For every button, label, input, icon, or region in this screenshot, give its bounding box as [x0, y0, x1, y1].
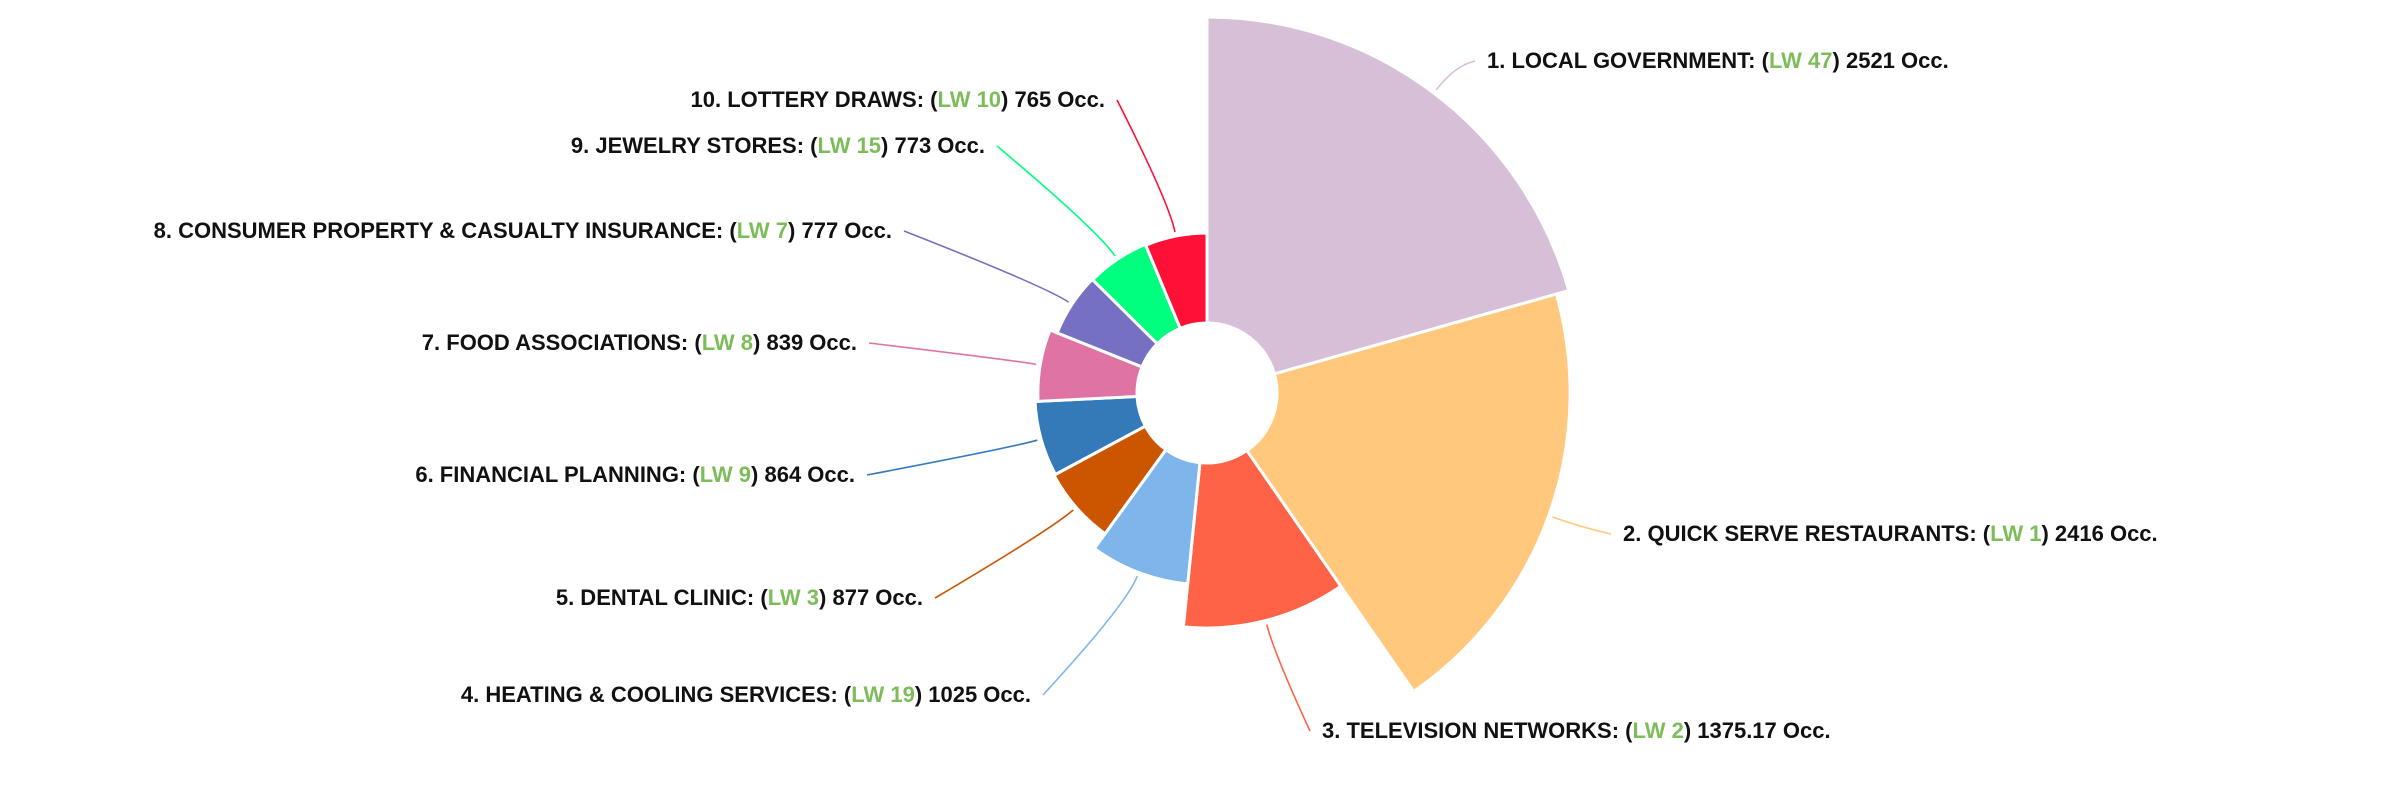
- slice-label-value: ) 777 Occ.: [788, 218, 892, 243]
- slice-label-9: 9. JEWELRY STORES: (LW 15) 773 Occ.: [571, 133, 985, 158]
- slice-label-3: 3. TELEVISION NETWORKS: (LW 2) 1375.17 O…: [1322, 718, 1831, 743]
- pie-slice-3: [1181, 448, 1343, 630]
- pie-slice-4: [1092, 447, 1202, 586]
- slice-label-7: 7. FOOD ASSOCIATIONS: (LW 8) 839 Occ.: [422, 330, 857, 355]
- slice-label-10: 10. LOTTERY DRAWS: (LW 10) 765 Occ.: [691, 87, 1105, 112]
- leader-lines-layer: [866, 60, 1612, 732]
- slice-label-name: 2. QUICK SERVE RESTAURANTS: (: [1623, 521, 1991, 546]
- leader-line-1: [1435, 60, 1476, 91]
- slice-label-value: ) 864 Occ.: [751, 462, 855, 487]
- slice-label-5: 5. DENTAL CLINIC: (LW 3) 877 Occ.: [556, 585, 923, 610]
- pie-slice-7: [1036, 328, 1144, 403]
- slice-label-value: ) 2521 Occ.: [1833, 48, 1949, 73]
- pie-slice-6: [1033, 394, 1148, 477]
- slices-layer: [1033, 15, 1572, 694]
- slice-label-lw: LW 15: [817, 133, 881, 158]
- leader-line-10: [1116, 99, 1176, 233]
- leader-line-4: [1042, 575, 1138, 696]
- slice-label-name: 7. FOOD ASSOCIATIONS: (: [422, 330, 703, 355]
- slice-label-lw: LW 9: [700, 462, 751, 487]
- leader-line-8: [903, 230, 1070, 303]
- slice-label-lw: LW 3: [768, 585, 819, 610]
- slice-label-name: 9. JEWELRY STORES: (: [571, 133, 818, 158]
- pie-slice-10: [1143, 231, 1209, 331]
- slice-label-value: ) 2416 Occ.: [2041, 521, 2157, 546]
- slice-label-lw: LW 47: [1769, 48, 1833, 73]
- slice-label-name: 5. DENTAL CLINIC: (: [556, 585, 769, 610]
- slice-label-name: 8. CONSUMER PROPERTY & CASUALTY INSURANC…: [154, 218, 738, 243]
- slice-label-lw: LW 7: [737, 218, 788, 243]
- slice-label-4: 4. HEATING & COOLING SERVICES: (LW 19) 1…: [461, 682, 1031, 707]
- slice-label-lw: LW 1: [1990, 521, 2041, 546]
- slice-label-name: 3. TELEVISION NETWORKS: (: [1322, 718, 1633, 743]
- slice-label-value: ) 765 Occ.: [1001, 87, 1105, 112]
- leader-line-2: [1552, 516, 1612, 535]
- slice-label-name: 1. LOCAL GOVERNMENT: (: [1487, 48, 1770, 73]
- slice-label-lw: LW 8: [702, 330, 753, 355]
- slice-label-8: 8. CONSUMER PROPERTY & CASUALTY INSURANC…: [154, 218, 892, 243]
- leader-line-6: [866, 439, 1038, 476]
- leader-line-9: [996, 145, 1116, 257]
- slice-label-name: 6. FINANCIAL PLANNING: (: [415, 462, 700, 487]
- leader-line-5: [934, 509, 1074, 599]
- slice-label-value: ) 839 Occ.: [753, 330, 857, 355]
- slice-label-lw: LW 2: [1632, 718, 1683, 743]
- leader-line-7: [868, 342, 1037, 366]
- slice-label-value: ) 1025 Occ.: [915, 682, 1031, 707]
- labels-layer: 1. LOCAL GOVERNMENT: (LW 47) 2521 Occ. 2.…: [154, 48, 2158, 743]
- slice-label-6: 6. FINANCIAL PLANNING: (LW 9) 864 Occ.: [415, 462, 855, 487]
- slice-label-value: ) 773 Occ.: [881, 133, 985, 158]
- slice-label-value: ) 1375.17 Occ.: [1684, 718, 1831, 743]
- slice-label-lw: LW 19: [851, 682, 915, 707]
- slice-label-2: 2. QUICK SERVE RESTAURANTS: (LW 1) 2416 …: [1623, 521, 2158, 546]
- slice-label-value: ) 877 Occ.: [819, 585, 923, 610]
- slice-label-name: 4. HEATING & COOLING SERVICES: (: [461, 682, 852, 707]
- slice-label-name: 10. LOTTERY DRAWS: (: [691, 87, 939, 112]
- slice-label-1: 1. LOCAL GOVERNMENT: (LW 47) 2521 Occ.: [1487, 48, 1949, 73]
- pie-slice-1: [1205, 15, 1571, 376]
- pie-slice-5: [1051, 424, 1169, 536]
- pie-slice-2: [1244, 292, 1572, 694]
- slice-label-lw: LW 10: [937, 87, 1001, 112]
- leader-line-3: [1265, 624, 1311, 732]
